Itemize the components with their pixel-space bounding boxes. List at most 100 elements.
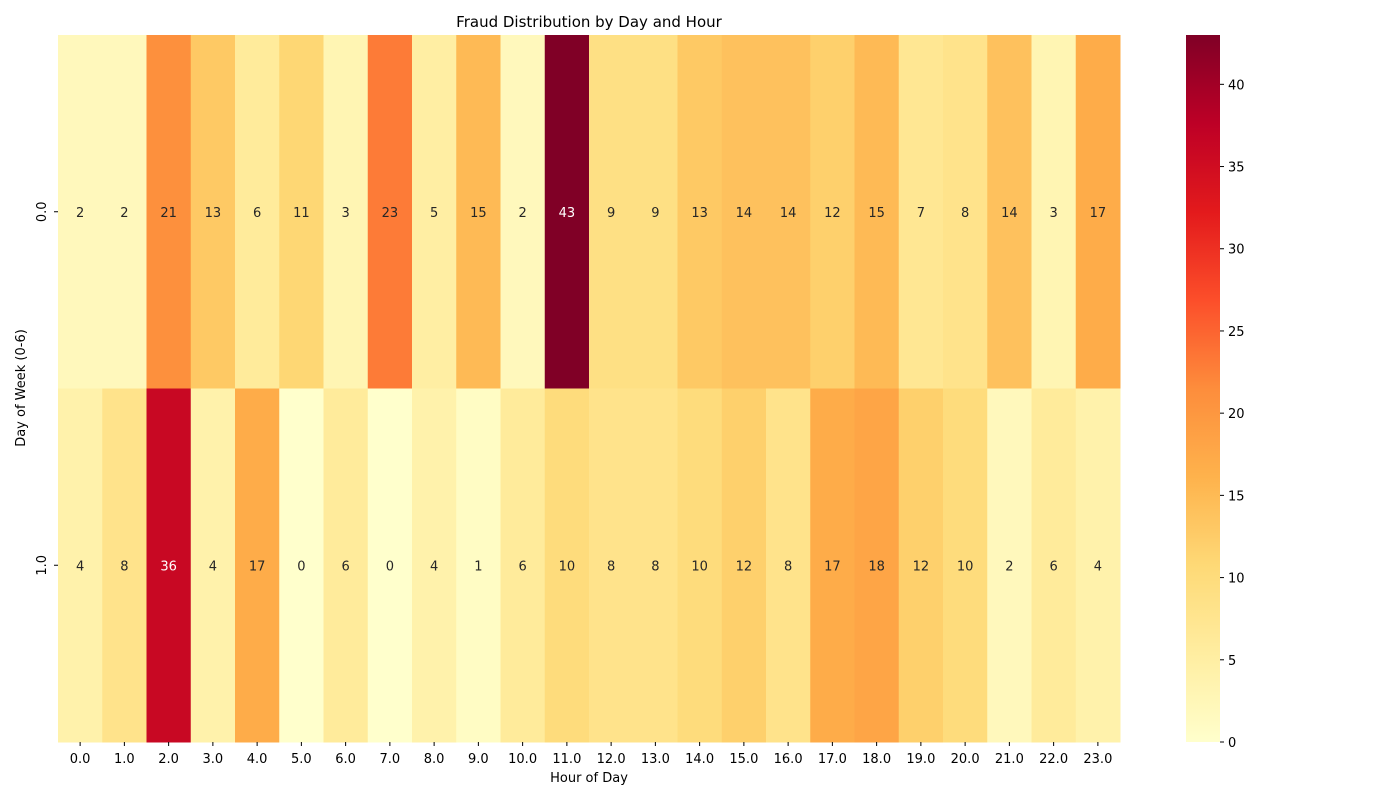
cell-value-label: 8 — [120, 559, 128, 574]
cell-value-label: 14 — [780, 206, 797, 221]
y-tick-label: 0.0 — [35, 201, 50, 222]
cell-value-label: 17 — [249, 559, 266, 574]
heatmap-cell — [279, 35, 324, 389]
heatmap-cell — [943, 35, 988, 389]
cell-value-label: 9 — [607, 206, 615, 221]
colorbar-tick-label: 0 — [1228, 736, 1236, 751]
heatmap-cell — [279, 388, 324, 743]
heatmap-cell — [58, 35, 103, 389]
cell-value-label: 8 — [651, 559, 659, 574]
cell-value-label: 5 — [430, 206, 438, 221]
heatmap-cell — [943, 388, 988, 743]
heatmap-cell — [500, 388, 546, 743]
colorbar-gradient — [1186, 35, 1220, 742]
cell-value-label: 17 — [824, 559, 841, 574]
cell-value-label: 17 — [1090, 206, 1107, 221]
x-tick-label: 5.0 — [291, 752, 312, 767]
heatmap-cell — [500, 35, 546, 389]
heatmap-cell — [898, 35, 944, 389]
heatmap-cell — [323, 388, 369, 743]
x-tick-label: 23.0 — [1083, 752, 1112, 767]
heatmap-cell — [810, 35, 855, 389]
cell-value-label: 3 — [1049, 206, 1057, 221]
cell-value-label: 10 — [957, 559, 974, 574]
heatmap-cell — [367, 35, 413, 389]
x-axis-ticks: 0.0 1.0 2.0 3.0 4.0 5.0 6.0 7.0 8.0 9.0 10.0 11.0 12… — [70, 742, 1112, 767]
heatmap-cell — [102, 388, 147, 743]
cell-value-label: 6 — [1049, 559, 1057, 574]
y-tick-label: 1.0 — [35, 555, 50, 576]
cell-value-label: 6 — [341, 559, 349, 574]
cell-value-label: 4 — [76, 559, 84, 574]
colorbar: 0 5 10 15 20 25 30 35 40 — [1186, 35, 1245, 751]
x-tick-label: 21.0 — [995, 752, 1024, 767]
heatmap-cell — [810, 388, 855, 743]
heatmap-cell — [721, 35, 767, 389]
heatmap-cell — [323, 35, 369, 389]
heatmap-cell — [456, 35, 501, 389]
cell-value-label: 15 — [470, 206, 487, 221]
heatmap-cell — [854, 388, 900, 743]
cell-value-label: 6 — [518, 559, 526, 574]
cell-value-label: 12 — [913, 559, 930, 574]
x-tick-label: 18.0 — [862, 752, 891, 767]
cell-annotations: 2 2 21 13 6 11 3 23 5 15 2 43 9 9 13 14 14 12 15 7 8 14 3 174 8 3… — [76, 206, 1106, 575]
x-tick-label: 7.0 — [380, 752, 401, 767]
cell-value-label: 2 — [1005, 559, 1013, 574]
cell-value-label: 0 — [386, 559, 394, 574]
cell-value-label: 6 — [253, 206, 261, 221]
cell-value-label: 8 — [961, 206, 969, 221]
cell-value-label: 0 — [297, 559, 305, 574]
heatmap-cell — [677, 388, 723, 743]
heatmap-cell — [721, 388, 767, 743]
cell-value-label: 18 — [868, 559, 885, 574]
heatmap-cell — [633, 35, 678, 389]
cell-value-label: 2 — [76, 206, 84, 221]
cell-value-label: 43 — [559, 206, 576, 221]
x-tick-label: 20.0 — [951, 752, 980, 767]
colorbar-tick-label: 20 — [1228, 407, 1245, 422]
x-tick-label: 15.0 — [729, 752, 758, 767]
colorbar-tick-label: 5 — [1228, 654, 1236, 669]
cell-value-label: 23 — [382, 206, 399, 221]
x-tick-label: 6.0 — [335, 752, 356, 767]
heatmap-cell — [633, 388, 678, 743]
heatmap-cell — [1031, 35, 1077, 389]
cell-value-label: 36 — [160, 559, 177, 574]
heatmap-cell — [235, 388, 280, 743]
heatmap-cell — [589, 388, 634, 743]
cell-value-label: 2 — [518, 206, 526, 221]
x-tick-label: 1.0 — [114, 752, 135, 767]
cell-value-label: 4 — [209, 559, 217, 574]
heatmap-cell — [190, 35, 236, 389]
x-axis-label: Hour of Day — [550, 771, 628, 786]
x-tick-label: 19.0 — [906, 752, 935, 767]
colorbar-tick-label: 30 — [1228, 243, 1245, 258]
heatmap-cell — [367, 388, 413, 743]
heatmap-cell — [677, 35, 723, 389]
cell-value-label: 8 — [607, 559, 615, 574]
cell-value-label: 21 — [160, 206, 177, 221]
cell-value-label: 1 — [474, 559, 482, 574]
cell-value-label: 12 — [824, 206, 841, 221]
heatmap-cell — [146, 388, 192, 743]
x-tick-label: 3.0 — [203, 752, 224, 767]
x-tick-label: 14.0 — [685, 752, 714, 767]
colorbar-tick-label: 25 — [1228, 325, 1245, 340]
x-tick-label: 13.0 — [641, 752, 670, 767]
x-tick-label: 22.0 — [1039, 752, 1068, 767]
cell-value-label: 10 — [691, 559, 708, 574]
cell-value-label: 13 — [691, 206, 708, 221]
cell-value-label: 9 — [651, 206, 659, 221]
x-tick-label: 8.0 — [424, 752, 445, 767]
colorbar-tick-label: 15 — [1228, 489, 1245, 504]
heatmap-cell — [412, 388, 457, 743]
heatmap-cell — [1075, 388, 1121, 743]
heatmap-cell — [854, 35, 900, 389]
y-axis-ticks: 0.0 1.0 — [35, 201, 58, 576]
x-tick-label: 16.0 — [774, 752, 803, 767]
heatmap-cell — [190, 388, 236, 743]
cell-value-label: 14 — [736, 206, 753, 221]
